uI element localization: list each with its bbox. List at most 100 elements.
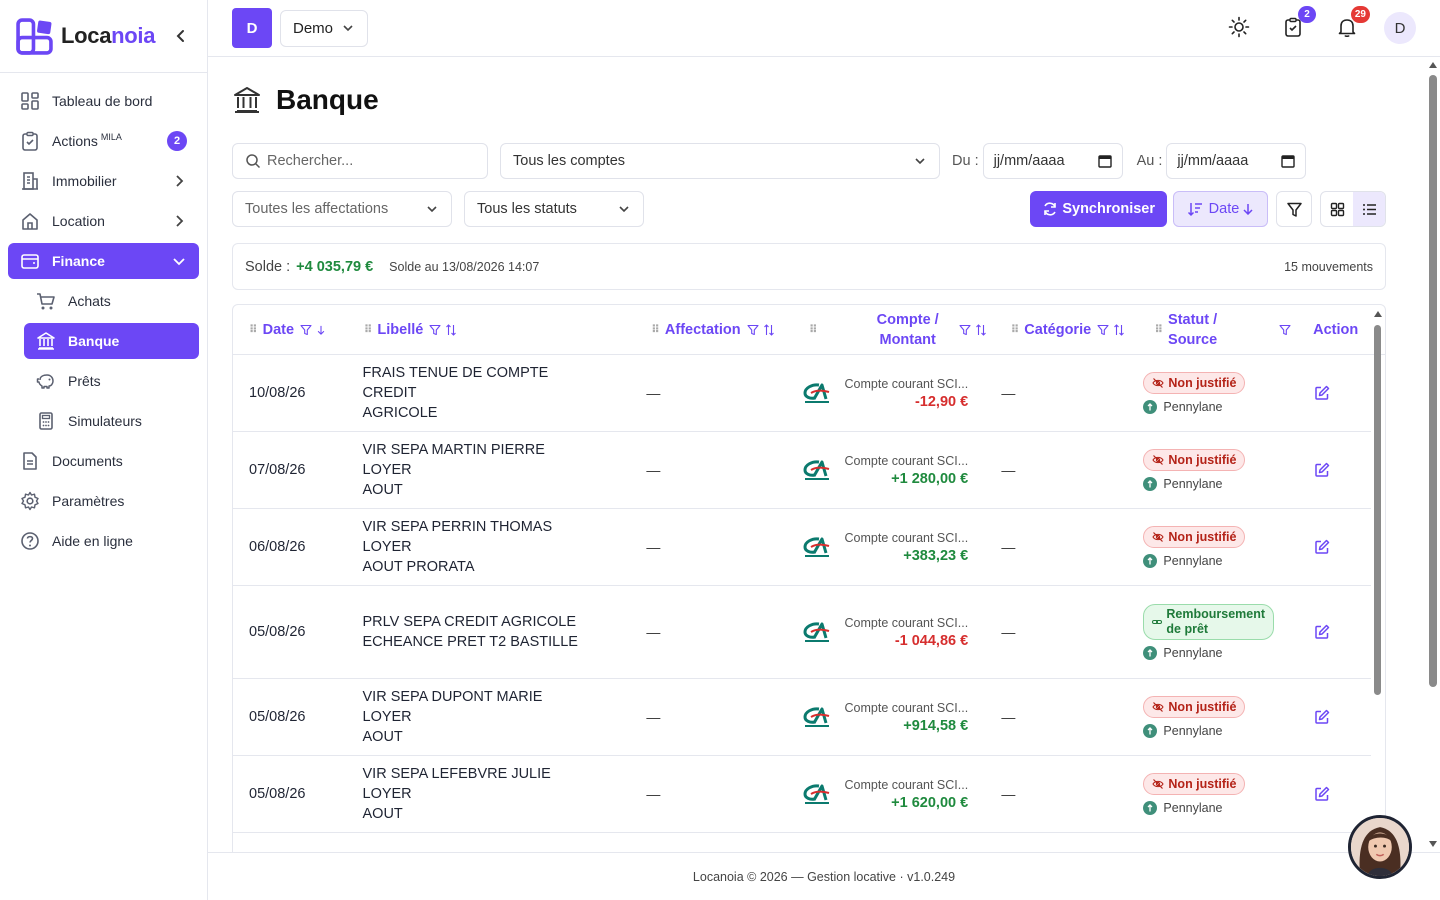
tasks-button[interactable]: 2: [1282, 6, 1316, 40]
filter-icon[interactable]: [1097, 324, 1109, 336]
page-scrollbar[interactable]: [1426, 57, 1440, 852]
to-date-label: Au :: [1136, 153, 1163, 169]
status-badge: Remboursement de prêt: [1143, 604, 1275, 640]
grid-icon: [1330, 202, 1344, 216]
edit-icon[interactable]: [1314, 462, 1330, 478]
filter-icon[interactable]: [747, 324, 759, 336]
locanoia-logo-icon[interactable]: [16, 17, 53, 55]
filter-icon[interactable]: [300, 324, 312, 336]
drag-handle-icon[interactable]: ⠿: [1154, 324, 1163, 336]
filter-icon[interactable]: [429, 324, 441, 336]
filter-icon[interactable]: [1279, 324, 1291, 336]
notifications-button[interactable]: 29: [1336, 6, 1370, 40]
pennylane-icon: [1143, 554, 1158, 568]
sort-date-button[interactable]: Date: [1173, 191, 1268, 227]
credit-agricole-logo-icon: [803, 383, 830, 403]
statuses-select[interactable]: Tous les statuts: [464, 191, 644, 227]
column-header-libelle[interactable]: ⠿ Libellé: [348, 305, 635, 354]
column-header-affectation[interactable]: ⠿ Affectation: [635, 305, 795, 354]
date-value: 05/08/26: [249, 786, 306, 802]
to-date-input[interactable]: jj/mm/aaaa: [1166, 143, 1307, 179]
cell-affectation: —: [630, 432, 788, 508]
table-row[interactable]: [233, 833, 1371, 852]
table-row[interactable]: 05/08/26 VIR SEPA DUPONT MARIE LOYER AOUT…: [233, 679, 1371, 756]
table-row[interactable]: 05/08/26 PRLV SEPA CREDIT AGRICOLE ECHEAN…: [233, 586, 1371, 679]
notifications-badge: 29: [1350, 6, 1370, 23]
list-view-button[interactable]: [1353, 192, 1385, 226]
assignments-select[interactable]: Toutes les affectations: [232, 191, 452, 227]
cell-categorie: —: [983, 679, 1131, 755]
edit-icon[interactable]: [1314, 624, 1330, 640]
drag-handle-icon[interactable]: ⠿: [249, 324, 258, 336]
cell-date: 07/08/26: [233, 432, 347, 508]
scroll-up-arrow[interactable]: [1429, 62, 1437, 68]
edit-icon[interactable]: [1314, 539, 1330, 555]
column-header-compte[interactable]: ⠿ Compte / Montant: [795, 305, 993, 354]
sidebar-item-achats[interactable]: Achats: [24, 283, 199, 319]
building-icon: [22, 172, 38, 190]
list-icon: [1362, 203, 1376, 215]
arrow-down-icon[interactable]: [316, 325, 326, 335]
table-row[interactable]: 10/08/26 FRAIS TENUE DE COMPTE CREDIT AGR…: [233, 355, 1371, 432]
sidebar-item-location[interactable]: Location: [8, 203, 199, 239]
assistant-avatar[interactable]: [1348, 815, 1412, 879]
edit-icon[interactable]: [1314, 385, 1330, 401]
table-row[interactable]: 06/08/26 VIR SEPA PERRIN THOMAS LOYER AOU…: [233, 509, 1371, 586]
calendar-icon[interactable]: [1097, 154, 1112, 168]
view-toggle: [1320, 191, 1386, 227]
sidebar-item-label: Paramètres: [52, 493, 125, 509]
table-scroll-up[interactable]: [1374, 311, 1382, 317]
cell-statut: Non justifié Pennylane: [1131, 432, 1294, 508]
sort-icon[interactable]: [1113, 323, 1125, 336]
statuses-select-value: Tous les statuts: [477, 201, 577, 217]
table-row[interactable]: 07/08/26 VIR SEPA MARTIN PIERRE LOYER AOU…: [233, 432, 1371, 509]
gear-icon: [21, 491, 39, 511]
user-avatar[interactable]: D: [1384, 12, 1416, 44]
scroll-thumb[interactable]: [1429, 75, 1437, 687]
org-avatar[interactable]: D: [232, 8, 272, 48]
sort-icon[interactable]: [763, 323, 775, 336]
sidebar-item-simulateurs[interactable]: Simulateurs: [24, 403, 199, 439]
sort-icon[interactable]: [975, 323, 987, 336]
edit-icon[interactable]: [1314, 786, 1330, 802]
chevron-down-icon: [343, 25, 353, 32]
sidebar-item-immobilier[interactable]: Immobilier: [8, 163, 199, 199]
from-date-input[interactable]: jj/mm/aaaa: [982, 143, 1123, 179]
sync-button[interactable]: Synchroniser: [1030, 191, 1167, 227]
column-header-date[interactable]: ⠿ Date: [233, 305, 348, 354]
cell-affectation: —: [630, 756, 788, 832]
theme-toggle-button[interactable]: [1228, 16, 1252, 40]
collapse-sidebar-icon[interactable]: [171, 26, 191, 46]
sidebar-item-banque[interactable]: Banque: [24, 323, 199, 359]
drag-handle-icon[interactable]: ⠿: [363, 324, 373, 336]
edit-icon[interactable]: [1314, 709, 1330, 725]
accounts-select[interactable]: Tous les comptes: [500, 143, 940, 179]
column-header-statut[interactable]: ⠿ Statut / Source: [1142, 305, 1307, 354]
sidebar-item-aide[interactable]: Aide en ligne: [8, 523, 199, 559]
table-row[interactable]: 05/08/26 VIR SEPA LEFEBVRE JULIE LOYER AO…: [233, 756, 1371, 833]
filter-icon[interactable]: [959, 324, 971, 336]
drag-handle-icon[interactable]: ⠿: [1010, 324, 1020, 336]
search-input[interactable]: Rechercher...: [232, 143, 488, 179]
link-icon: [1152, 620, 1163, 624]
sidebar-item-prets[interactable]: Prêts: [24, 363, 199, 399]
sidebar-item-actions[interactable]: Actions MILA 2: [8, 123, 199, 159]
drag-handle-icon[interactable]: ⠿: [651, 324, 660, 336]
table-header: ⠿ Date ⠿ Libellé ⠿ Affectation: [233, 305, 1385, 355]
sidebar-item-documents[interactable]: Documents: [8, 443, 199, 479]
grid-view-button[interactable]: [1321, 192, 1353, 226]
table-scrollbar[interactable]: [1374, 325, 1381, 695]
filter-button[interactable]: [1276, 191, 1312, 227]
org-select[interactable]: Demo: [280, 9, 369, 47]
cell-date: 06/08/26: [233, 509, 347, 585]
column-header-categorie[interactable]: ⠿ Catégorie: [993, 305, 1143, 354]
sidebar-item-label: Tableau de bord: [52, 93, 153, 109]
sort-icon[interactable]: [445, 323, 457, 336]
scroll-down-arrow[interactable]: [1429, 841, 1437, 847]
sidebar-item-dashboard[interactable]: Tableau de bord: [8, 83, 199, 119]
drag-handle-icon[interactable]: ⠿: [809, 324, 818, 336]
sidebar-item-parametres[interactable]: Paramètres: [8, 483, 199, 519]
chevron-right-icon: [176, 215, 184, 227]
sidebar-item-finance[interactable]: Finance: [8, 243, 199, 279]
calendar-icon[interactable]: [1281, 154, 1296, 168]
